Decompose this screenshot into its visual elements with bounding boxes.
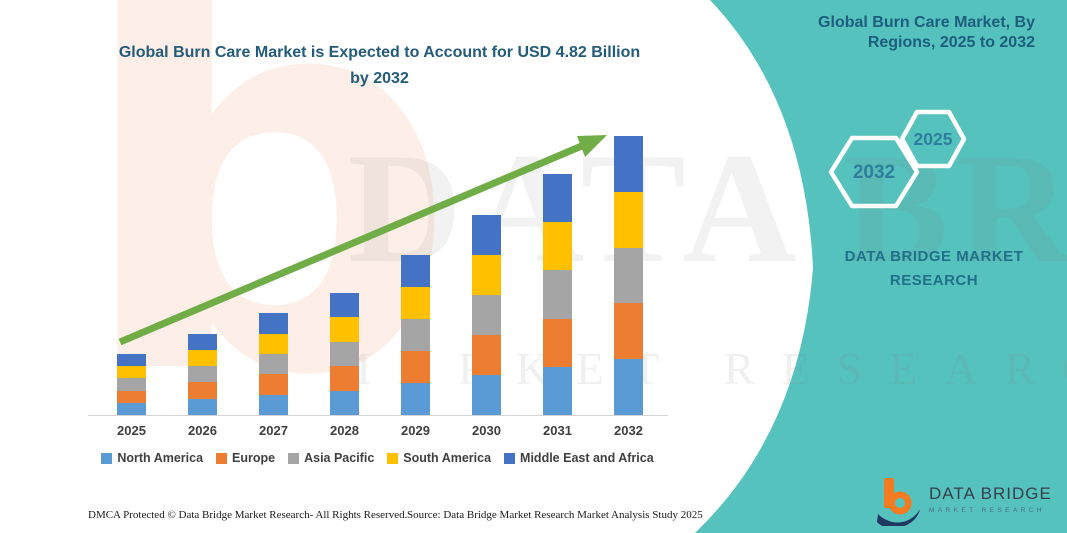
- x-axis-label-2031: 2031: [543, 423, 572, 438]
- bar-segment-europe: [401, 351, 430, 384]
- x-axis-label-2028: 2028: [330, 423, 359, 438]
- stacked-bar-2028: [330, 292, 359, 415]
- bar-segment-north-america: [188, 398, 217, 415]
- bar-segment-europe: [330, 366, 359, 391]
- bar-segment-asia-pacific: [472, 294, 501, 335]
- legend-label: Europe: [232, 451, 276, 465]
- bar-segment-north-america: [259, 394, 288, 415]
- x-axis-label-2032: 2032: [614, 423, 643, 438]
- bar-segment-asia-pacific: [330, 341, 359, 367]
- logo-b-bowl-hole: [895, 498, 905, 508]
- footer-dmca-text: DMCA Protected © Data Bridge Market Rese…: [88, 509, 408, 521]
- legend-item-north-america: North America: [101, 451, 203, 465]
- bar-segment-asia-pacific: [543, 270, 572, 319]
- bar-segment-north-america: [401, 383, 430, 415]
- bar-segment-middle-east-and-africa: [472, 214, 501, 255]
- bar-segment-south-america: [330, 317, 359, 342]
- stacked-bar-2030: [472, 214, 501, 415]
- bar-segment-asia-pacific: [259, 353, 288, 375]
- x-axis-labels: 2025 2026 2027 2028 2029 2030 2031 2032: [85, 423, 665, 441]
- legend-swatch-icon: [387, 452, 399, 464]
- stacked-bar-2025: [117, 353, 146, 415]
- legend-item-middle-east-and-africa: Middle East and Africa: [504, 451, 654, 465]
- stacked-bar-2026: [188, 333, 217, 415]
- bar-segment-south-america: [117, 366, 146, 379]
- logo-name: DATA BRIDGE: [929, 484, 1052, 503]
- bar-segment-europe: [188, 382, 217, 399]
- chart-title: Global Burn Care Market is Expected to A…: [118, 44, 641, 87]
- bar-segment-middle-east-and-africa: [401, 255, 430, 288]
- legend-swatch-icon: [288, 452, 300, 464]
- legend-swatch-icon: [216, 452, 228, 464]
- teal-panel-shape: [695, 0, 1067, 533]
- hexagon-2032-label: 2032: [853, 162, 895, 183]
- bar-segment-middle-east-and-africa: [188, 333, 217, 350]
- x-axis-label-2027: 2027: [259, 423, 288, 438]
- bar-segment-middle-east-and-africa: [614, 136, 643, 192]
- bar-segment-north-america: [472, 374, 501, 415]
- stacked-bar-2027: [259, 313, 288, 415]
- bar-segment-south-america: [401, 287, 430, 320]
- hexagon-year-badges: 2032 2025: [828, 109, 967, 209]
- bar-segment-europe: [117, 390, 146, 403]
- data-bridge-logo-icon: [877, 478, 920, 526]
- bar-segment-south-america: [472, 254, 501, 295]
- legend-item-asia-pacific: Asia Pacific: [288, 451, 374, 465]
- legend-swatch-icon: [101, 452, 113, 464]
- bar-segment-europe: [543, 318, 572, 367]
- bar-segment-south-america: [188, 349, 217, 367]
- bar-segment-asia-pacific: [401, 319, 430, 352]
- legend-label: Asia Pacific: [304, 451, 375, 465]
- data-bridge-logo: DATA BRIDGE MARKET RESEARCH: [876, 476, 1052, 526]
- legend-item-europe: Europe: [216, 451, 275, 465]
- bar-segment-south-america: [543, 222, 572, 271]
- legend-label: Middle East and Africa: [520, 451, 654, 465]
- legend-label: North America: [117, 451, 204, 465]
- logo-text-block: DATA BRIDGE MARKET RESEARCH: [929, 484, 1052, 514]
- hexagon-2032-icon: [828, 135, 920, 209]
- bar-segment-europe: [259, 374, 288, 395]
- x-axis-label-2029: 2029: [401, 423, 430, 438]
- logo-subtitle: MARKET RESEARCH: [929, 507, 1045, 514]
- logo-swoosh: [877, 509, 920, 526]
- bar-segment-middle-east-and-africa: [330, 292, 359, 318]
- bar-segment-north-america: [117, 402, 146, 415]
- legend-swatch-icon: [504, 452, 516, 464]
- bar-segment-south-america: [259, 333, 288, 354]
- bar-segment-europe: [472, 334, 501, 375]
- hexagon-2025-icon: [899, 109, 967, 169]
- chart-legend: North America Europe Asia Pacific South Ame…: [85, 451, 670, 465]
- bar-segment-europe: [614, 303, 643, 360]
- x-axis-label-2030: 2030: [472, 423, 501, 438]
- bar-segment-north-america: [543, 366, 572, 415]
- legend-label: South America: [403, 451, 492, 465]
- bar-segment-asia-pacific: [117, 378, 146, 391]
- stacked-bar-2032: [614, 136, 643, 415]
- x-axis-line: [88, 415, 668, 416]
- stacked-bar-2031: [543, 173, 572, 415]
- bar-segment-north-america: [614, 359, 643, 415]
- legend-item-south-america: South America: [387, 451, 491, 465]
- footer-source-text: Source: Data Bridge Market Research Mark…: [407, 509, 703, 521]
- bar-segment-asia-pacific: [614, 247, 643, 304]
- brand-caption: DATA BRIDGE MARKET RESEARCH: [844, 248, 1024, 289]
- panel-title: Global Burn Care Market, By Regions, 202…: [818, 14, 1035, 51]
- hexagon-2025-label: 2025: [914, 129, 953, 149]
- bar-segment-middle-east-and-africa: [117, 353, 146, 367]
- bar-segment-south-america: [614, 191, 643, 248]
- bar-segment-asia-pacific: [188, 366, 217, 383]
- bar-segment-north-america: [330, 390, 359, 415]
- bar-segment-middle-east-and-africa: [543, 173, 572, 223]
- bar-segment-middle-east-and-africa: [259, 313, 288, 334]
- x-axis-label-2026: 2026: [188, 423, 217, 438]
- bar-chart-plot-area: [85, 120, 665, 415]
- x-axis-label-2025: 2025: [117, 423, 146, 438]
- stacked-bar-2029: [401, 255, 430, 415]
